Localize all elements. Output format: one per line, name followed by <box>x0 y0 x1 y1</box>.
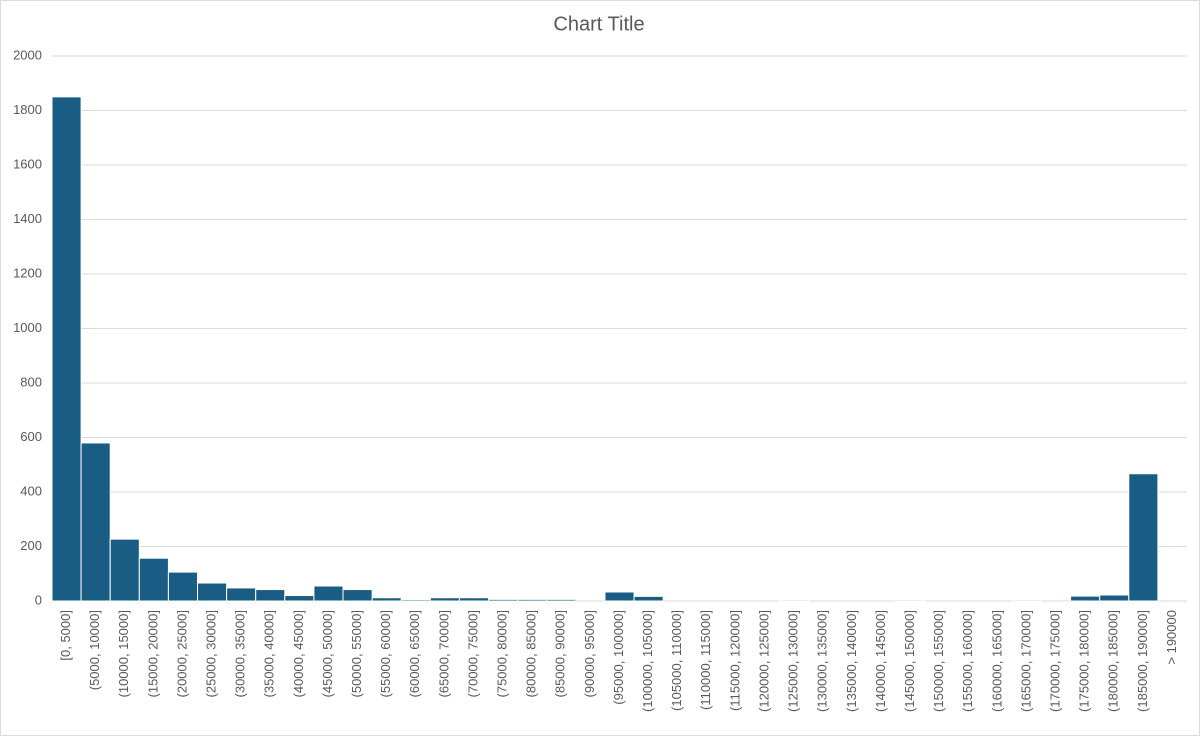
x-tick-label: (110000, 115000] <box>698 610 713 710</box>
x-tick-label: (130000, 135000] <box>815 610 830 712</box>
x-tick-label: (145000, 150000] <box>902 610 917 712</box>
bar <box>371 597 402 602</box>
x-tick-label: (10000, 15000] <box>116 610 131 697</box>
x-tick-label: [0, 5000] <box>58 610 73 661</box>
x-tick-label: (20000, 25000] <box>174 610 189 697</box>
bar <box>109 538 140 602</box>
x-tick-label: (5000, 10000] <box>87 610 102 690</box>
x-tick-label: (85000, 90000] <box>553 610 568 697</box>
x-tick-label: (170000, 175000] <box>1047 610 1062 712</box>
y-tick-label: 800 <box>20 374 42 389</box>
x-tick-label: (150000, 155000] <box>931 610 946 712</box>
x-tick-label: (120000, 125000] <box>756 610 771 712</box>
bar <box>313 585 344 602</box>
bar <box>488 598 519 602</box>
x-tick-label: (125000, 130000] <box>786 610 801 712</box>
bar <box>895 599 926 602</box>
x-tick-label: (115000, 120000] <box>727 610 742 711</box>
x-tick-label: (80000, 85000] <box>524 610 539 697</box>
x-tick-label: (30000, 35000] <box>233 610 248 697</box>
bar <box>1070 595 1101 602</box>
x-tick-label: (135000, 140000] <box>844 610 859 712</box>
x-tick-label: (175000, 180000] <box>1077 610 1092 712</box>
x-tick-label: (65000, 70000] <box>436 610 451 697</box>
bar <box>138 557 169 602</box>
x-tick-label: (45000, 50000] <box>320 610 335 697</box>
x-tick-label: (90000, 95000] <box>582 610 597 697</box>
x-tick-label: (100000, 105000] <box>640 610 655 712</box>
bar <box>1128 473 1159 602</box>
x-tick-label: (50000, 55000] <box>349 610 364 697</box>
y-tick-label: 600 <box>20 429 42 444</box>
bar <box>226 587 257 602</box>
chart-title: Chart Title <box>553 13 644 35</box>
x-tick-label: (165000, 170000] <box>1018 610 1033 712</box>
x-tick-label: (105000, 110000] <box>669 610 684 711</box>
y-tick-label: 200 <box>20 538 42 553</box>
bar <box>779 599 810 602</box>
y-tick-label: 1400 <box>13 211 42 226</box>
y-tick-label: 1600 <box>13 156 42 171</box>
x-tick-label: (40000, 45000] <box>291 610 306 697</box>
x-tick-label: (25000, 30000] <box>204 610 219 697</box>
y-tick-label: 400 <box>20 483 42 498</box>
bar <box>1011 599 1042 602</box>
bar <box>429 597 460 602</box>
bar <box>604 591 635 602</box>
x-tick-label: (35000, 40000] <box>262 610 277 697</box>
y-tick-label: 1000 <box>13 320 42 335</box>
bar <box>197 582 228 602</box>
bar <box>458 597 490 602</box>
y-tick-label: 1800 <box>13 102 42 117</box>
x-tick-label: (140000, 145000] <box>873 610 888 712</box>
bar <box>284 595 315 602</box>
bar <box>342 589 373 602</box>
bar <box>167 571 199 602</box>
bar <box>255 589 286 602</box>
y-tick-label: 0 <box>35 592 42 607</box>
bar <box>633 595 664 602</box>
x-tick-label: (55000, 60000] <box>378 610 393 697</box>
x-tick-label: > 190000 <box>1164 610 1179 665</box>
x-tick-label: (160000, 165000] <box>989 610 1004 712</box>
x-tick-label: (155000, 160000] <box>960 610 975 712</box>
x-tick-label: (70000, 75000] <box>465 610 480 697</box>
x-tick-label: (60000, 65000] <box>407 610 422 697</box>
x-tick-label: (15000, 20000] <box>145 610 160 697</box>
bar <box>80 442 111 602</box>
bar <box>1099 594 1130 602</box>
x-tick-label: (75000, 80000] <box>495 610 510 697</box>
x-tick-label: (95000, 100000] <box>611 610 626 705</box>
bar <box>400 599 431 602</box>
bar <box>546 598 577 602</box>
bar <box>517 598 548 602</box>
y-tick-label: 1200 <box>13 265 42 280</box>
x-tick-label: (180000, 185000] <box>1106 610 1121 712</box>
x-tick-label: (185000, 190000] <box>1135 610 1150 712</box>
bar <box>51 96 82 602</box>
y-tick-label: 2000 <box>13 47 42 62</box>
